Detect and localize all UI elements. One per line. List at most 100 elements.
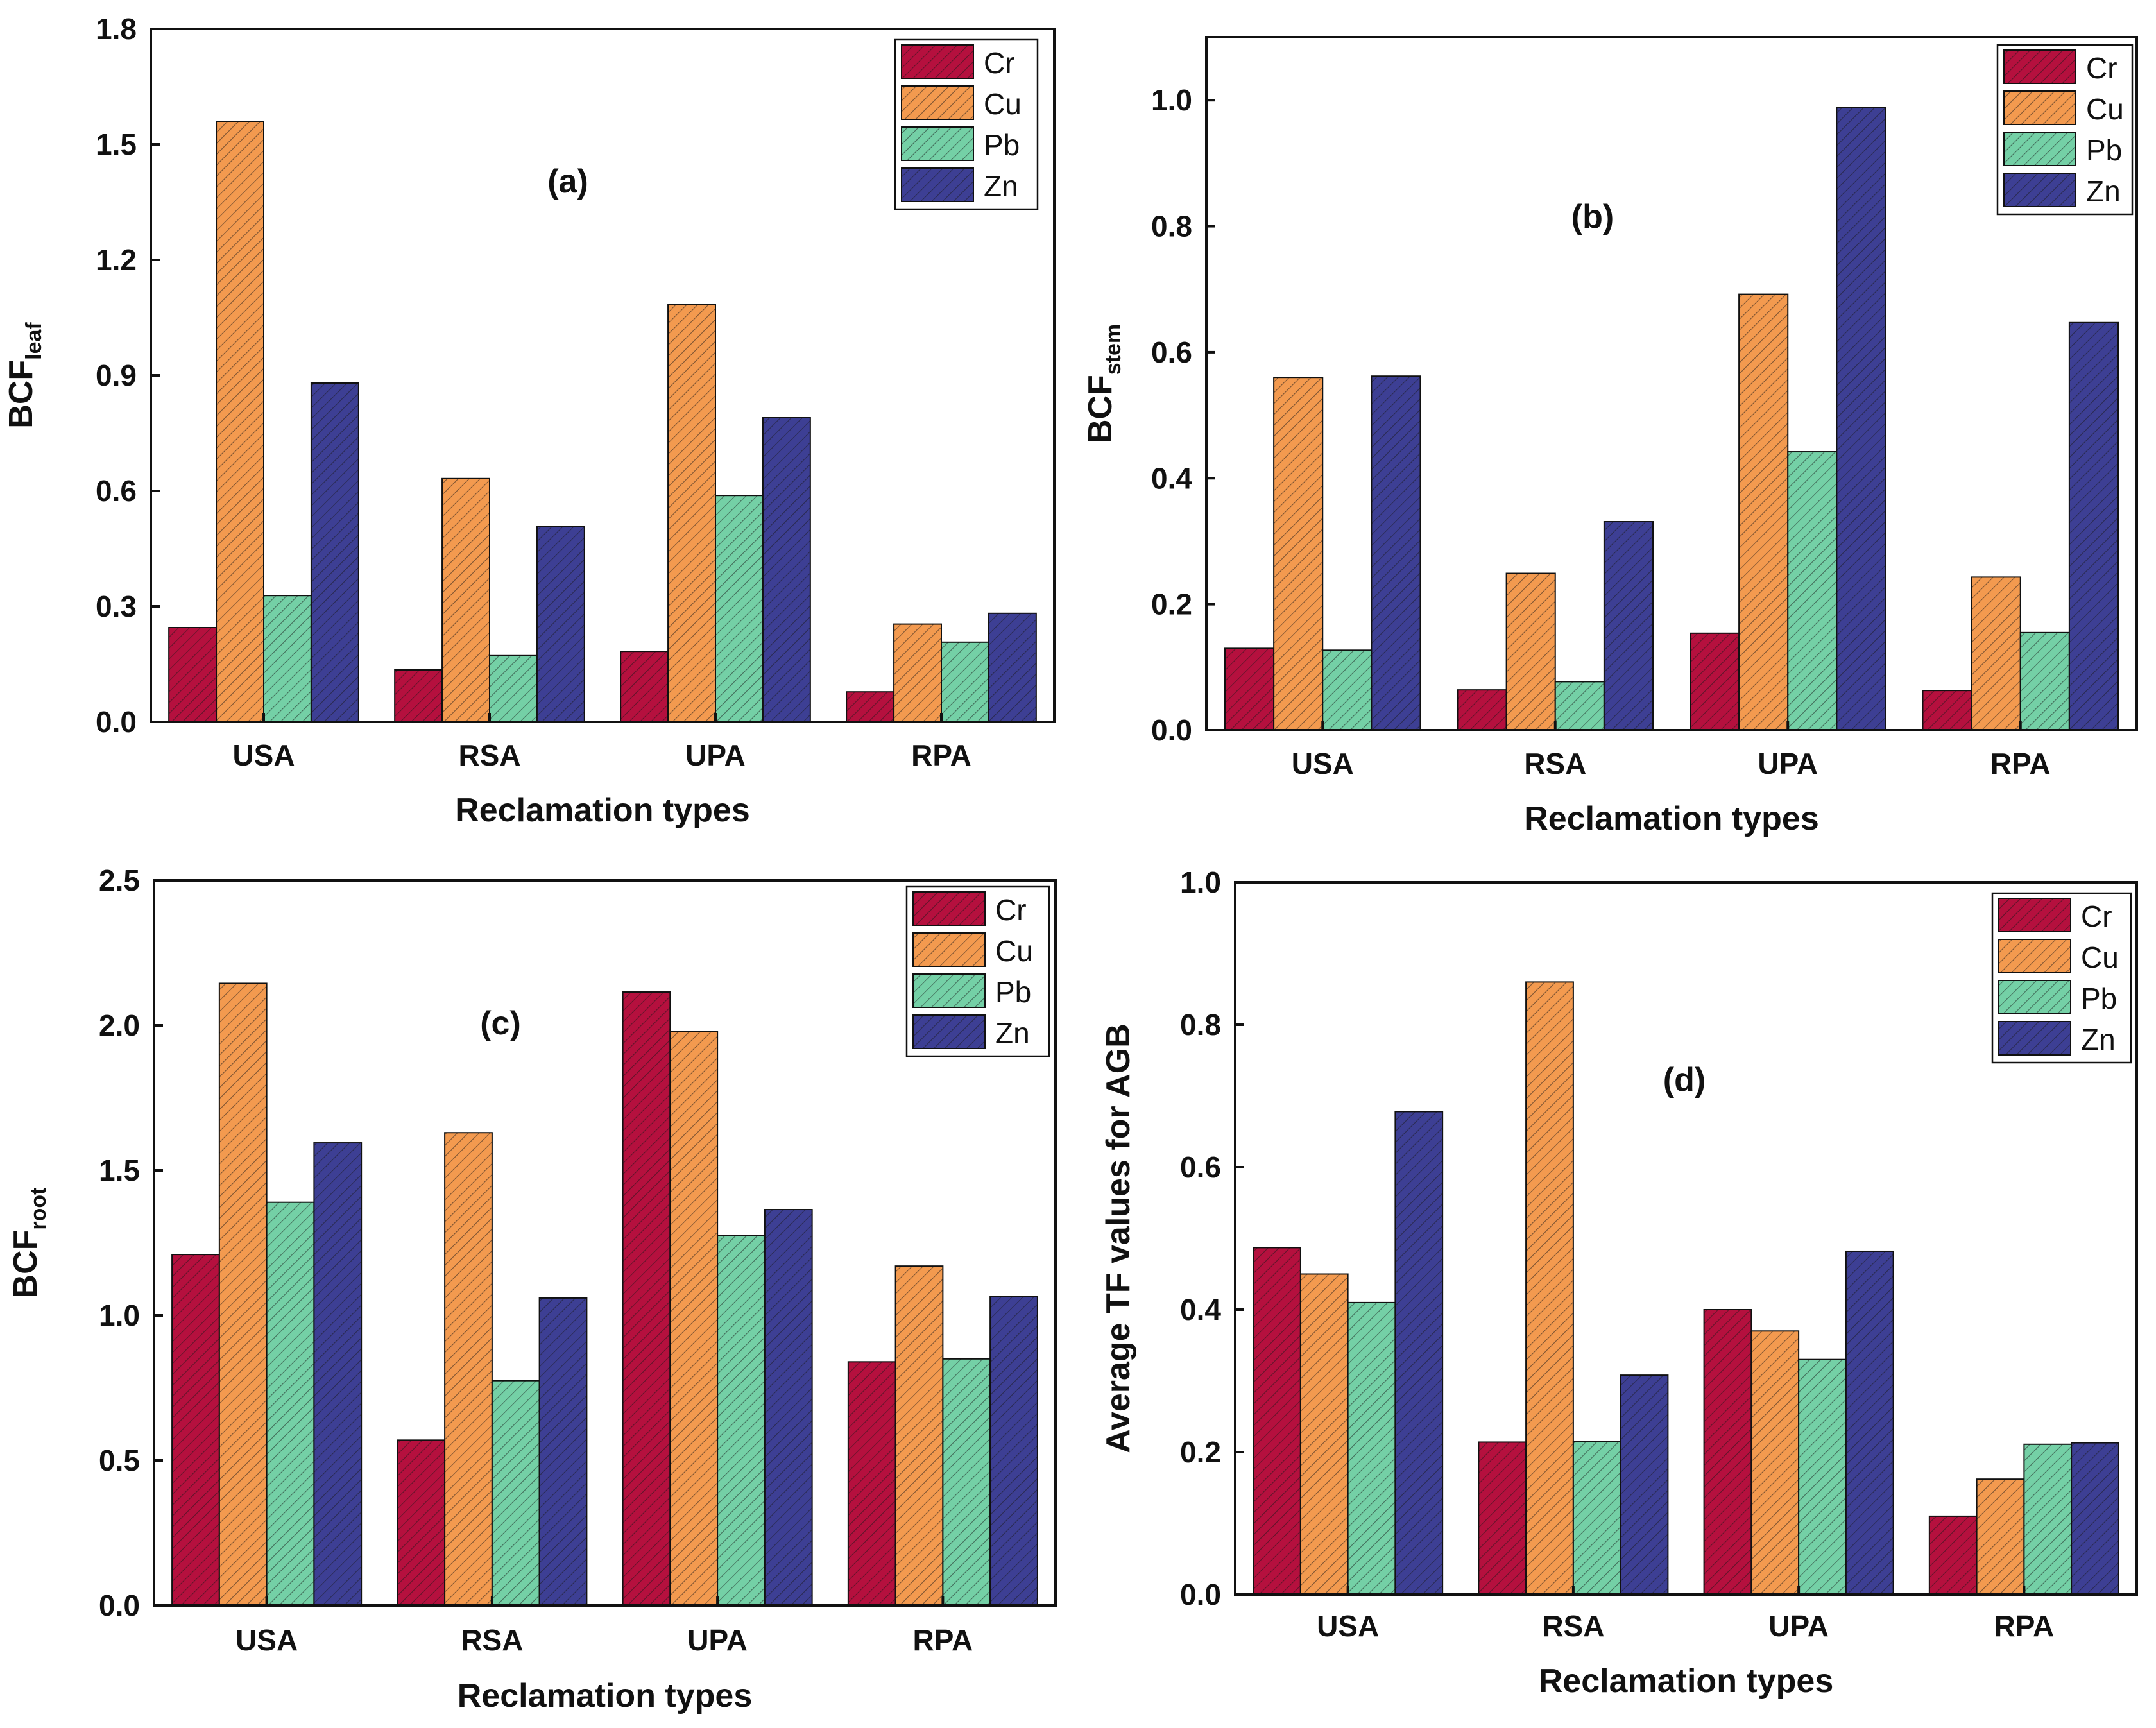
bar-zn-usa <box>313 1142 363 1607</box>
plot-frame-overlay <box>1234 881 2138 1596</box>
bar-zn-upa <box>1845 1250 1894 1595</box>
legend-swatch-cu <box>1998 939 2071 973</box>
bar-zn-upa <box>1836 107 1887 731</box>
legend-label-zn: Zn <box>984 169 1018 203</box>
legend-label-cu: Cu <box>995 934 1033 968</box>
x-axis-title: Reclamation types <box>455 792 750 829</box>
legend-swatch-cr <box>901 44 974 79</box>
y-axis-title: Average TF values for AGB <box>1100 1023 1137 1453</box>
bar-cr-upa <box>1703 1309 1752 1595</box>
bar-cr-rpa <box>846 691 895 723</box>
bar-cu-upa <box>669 1031 719 1607</box>
bar-zn-usa <box>1394 1111 1444 1596</box>
bar-cu-usa <box>218 982 268 1606</box>
bar-cr-rpa <box>1922 690 1972 731</box>
bar-pb-upa <box>1798 1358 1847 1595</box>
y-axis-title-main: Average TF values for AGB <box>1100 1023 1137 1453</box>
bar-cr-usa <box>168 627 218 723</box>
bar-pb-rpa <box>941 641 989 723</box>
y-axis-title-subscript: leaf <box>22 322 46 360</box>
x-tick-label: RPA <box>913 1623 973 1657</box>
bar-zn-rsa <box>1603 521 1654 731</box>
x-tick-label: USA <box>1317 1609 1379 1643</box>
legend-label-pb: Pb <box>2081 982 2117 1015</box>
legend-label-cu: Cu <box>984 87 1022 121</box>
panel-label: (a) <box>547 163 588 200</box>
bar-pb-rpa <box>2023 1443 2073 1596</box>
y-tick-label: 0.4 <box>1180 1293 1221 1326</box>
plot-frame-overlay <box>153 879 1057 1607</box>
y-tick-label: 0.4 <box>1151 461 1192 495</box>
panel-label: (c) <box>480 1005 521 1042</box>
legend-label-cu: Cu <box>2086 92 2124 126</box>
bar-pb-usa <box>1322 649 1373 731</box>
legend-swatch-pb <box>901 126 974 161</box>
bar-pb-rpa <box>942 1358 991 1607</box>
bar-pb-rsa <box>491 1380 540 1606</box>
y-tick-label: 1.2 <box>96 243 137 277</box>
bar-zn-usa <box>1371 375 1421 731</box>
panel-label: (d) <box>1663 1061 1706 1099</box>
y-tick-label: 0.8 <box>1151 210 1192 243</box>
y-tick-label: 2.5 <box>99 864 140 897</box>
bar-pb-usa <box>1347 1301 1396 1596</box>
bar-cu-usa <box>216 121 264 723</box>
y-tick-label: 1.5 <box>99 1154 140 1187</box>
x-tick-label: UPA <box>687 1623 748 1657</box>
y-tick-label: 1.5 <box>96 128 137 161</box>
bar-pb-upa <box>717 1235 766 1606</box>
x-tick-label: USA <box>235 1623 298 1657</box>
legend-label-cr: Cr <box>984 46 1015 80</box>
y-tick-label: 2.0 <box>99 1009 140 1042</box>
y-axis-title-main: BCF <box>3 360 40 429</box>
y-tick-label: 1.0 <box>1151 83 1192 117</box>
bar-cu-rpa <box>893 623 942 723</box>
legend-swatch-cu <box>901 85 974 120</box>
bar-pb-usa <box>266 1201 315 1606</box>
bar-pb-usa <box>263 595 312 723</box>
plot-frame-overlay <box>1205 36 2138 731</box>
x-tick-label: RSA <box>458 739 520 772</box>
chart-panel-1: 0.0 0.3 0.6 0.9 1.2 1.5 1.8 USA RSA UPA RPA Reclama… <box>3 12 1056 829</box>
legend-swatch-cr <box>2003 49 2076 84</box>
x-axis-title: Reclamation types <box>458 1677 753 1715</box>
legend-swatch-cu <box>2003 90 2076 125</box>
legend: Cr Cu Pb Zn <box>894 38 1039 210</box>
bar-pb-rsa <box>1572 1441 1621 1596</box>
bar-cr-usa <box>1224 647 1275 731</box>
x-tick-label: UPA <box>1768 1609 1829 1643</box>
bar-cu-rpa <box>894 1265 944 1607</box>
x-tick-label: USA <box>1292 747 1354 780</box>
y-tick-label: 0.2 <box>1151 588 1192 621</box>
legend: Cr Cu Pb Zn <box>1996 44 2134 216</box>
bar-cr-usa <box>1253 1247 1301 1596</box>
bar-pb-upa <box>715 495 764 723</box>
bar-zn-rpa <box>988 612 1037 723</box>
legend-swatch-zn <box>2003 173 2076 207</box>
legend-label-pb: Pb <box>2086 133 2122 167</box>
y-axis-title-main: BCF <box>7 1230 44 1299</box>
y-tick-label: 1.0 <box>99 1299 140 1332</box>
x-tick-label: RPA <box>1994 1609 2055 1643</box>
legend-swatch-zn <box>901 167 974 202</box>
y-tick-label: 0.8 <box>1180 1008 1221 1041</box>
bar-cu-usa <box>1299 1273 1349 1595</box>
bar-pb-rsa <box>489 654 538 723</box>
bar-cu-rsa <box>1505 572 1556 731</box>
plot-frame-overlay <box>150 28 1056 723</box>
bar-cr-rpa <box>1928 1515 1978 1595</box>
y-tick-label: 1.0 <box>1180 866 1221 899</box>
y-tick-label: 0.9 <box>96 359 137 392</box>
legend-label-zn: Zn <box>2081 1023 2116 1056</box>
x-tick-label: RSA <box>461 1623 523 1657</box>
legend-swatch-pb <box>1998 980 2071 1014</box>
y-tick-label: 0.6 <box>96 474 137 508</box>
y-tick-label: 0.0 <box>96 705 137 739</box>
y-tick-label: 0.6 <box>1151 336 1192 369</box>
y-tick-label: 0.5 <box>99 1444 140 1477</box>
bar-cu-rsa <box>444 1132 493 1606</box>
legend-label-cr: Cr <box>2086 51 2118 85</box>
y-tick-label: 0.0 <box>1180 1578 1221 1611</box>
bar-zn-rsa <box>536 526 585 723</box>
legend-label-zn: Zn <box>995 1016 1030 1050</box>
